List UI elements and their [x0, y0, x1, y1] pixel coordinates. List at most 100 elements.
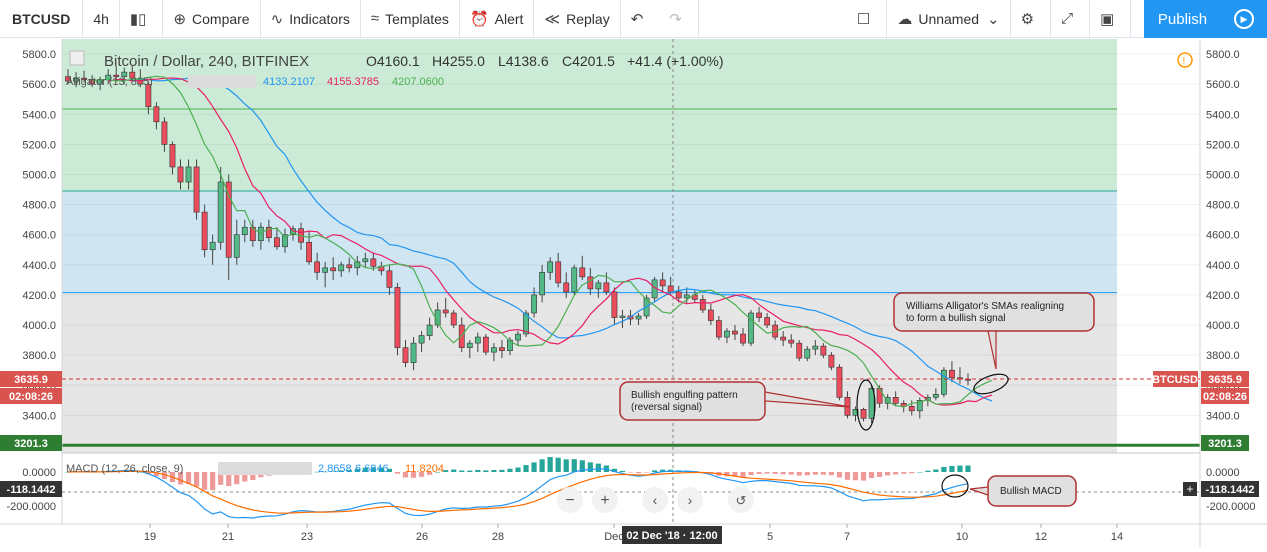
candle-body[interactable]	[113, 74, 120, 77]
candle-body[interactable]	[169, 144, 176, 168]
candle-body[interactable]	[756, 312, 762, 318]
candle-body[interactable]	[908, 406, 915, 412]
candle-body[interactable]	[426, 324, 433, 336]
candle-body[interactable]	[555, 261, 562, 284]
candle-body[interactable]	[386, 270, 393, 288]
macd-indicator-buttons[interactable]	[218, 462, 312, 475]
candle-body[interactable]	[748, 312, 754, 344]
candle-body[interactable]	[507, 339, 513, 351]
candle-body[interactable]	[531, 294, 537, 314]
candle-body[interactable]	[177, 166, 184, 183]
candle-body[interactable]	[780, 336, 787, 341]
candle-body[interactable]	[394, 287, 401, 348]
stream-button[interactable]: ▶	[1221, 0, 1267, 38]
candle-body[interactable]	[740, 333, 746, 344]
zoom-in-button[interactable]	[592, 487, 618, 513]
candle-body[interactable]	[860, 409, 867, 419]
candle-body[interactable]	[81, 77, 87, 80]
candle-body[interactable]	[812, 345, 819, 350]
candle-body[interactable]	[788, 339, 795, 344]
candle-body[interactable]	[362, 258, 369, 263]
candle-body[interactable]	[876, 387, 883, 404]
candle-body[interactable]	[65, 76, 71, 82]
candle-body[interactable]	[828, 354, 835, 368]
candle-body[interactable]	[595, 282, 602, 290]
candle-body[interactable]	[571, 267, 578, 293]
candle-body[interactable]	[402, 347, 409, 363]
candle-body[interactable]	[724, 330, 730, 338]
layout-menu[interactable]: ☁ Unnamed ⌄	[887, 0, 1011, 38]
candle-body[interactable]	[145, 83, 152, 108]
candle-body[interactable]	[707, 309, 714, 321]
candle-body[interactable]	[539, 272, 546, 296]
candle-body[interactable]	[587, 276, 594, 290]
candle-body[interactable]	[804, 348, 811, 359]
candle-body[interactable]	[338, 264, 345, 272]
candle-body[interactable]	[949, 369, 955, 379]
candle-body[interactable]	[241, 226, 248, 236]
candle-body[interactable]	[482, 336, 489, 353]
alert-warning-icon[interactable]	[1177, 52, 1193, 68]
price-chart-svg[interactable]: 3400.03600.03800.04000.04200.04400.04600…	[0, 39, 1267, 547]
candle-body[interactable]	[523, 312, 529, 335]
candle-body[interactable]	[892, 396, 899, 404]
candle-body[interactable]	[185, 166, 192, 183]
candle-body[interactable]	[282, 234, 288, 248]
add-indicator-plus[interactable]	[1183, 482, 1197, 496]
candle-body[interactable]	[667, 285, 674, 293]
scroll-left-button[interactable]	[642, 487, 668, 513]
candle-body[interactable]	[563, 282, 570, 293]
candle-body[interactable]	[442, 309, 449, 314]
annotation-alligator[interactable]: Williams Alligator's SMAs realigning to …	[893, 292, 1095, 398]
candle-body[interactable]	[603, 282, 610, 293]
snapshot-button[interactable]: ▣	[1090, 0, 1132, 38]
undo-button[interactable]: ↶	[621, 0, 660, 38]
candle-body[interactable]	[458, 324, 465, 348]
candle-body[interactable]	[884, 396, 891, 404]
chart-area[interactable]: 3400.03600.03800.04000.04200.04400.04600…	[0, 39, 1267, 547]
candle-body[interactable]	[225, 181, 232, 258]
chart-navigation[interactable]: − + ‹ › ↺	[557, 487, 754, 513]
scroll-right-button[interactable]	[677, 487, 703, 513]
alert-button[interactable]: ⏰ Alert	[460, 0, 535, 38]
candle-body[interactable]	[474, 336, 481, 344]
candle-body[interactable]	[233, 234, 240, 258]
candle-body[interactable]	[659, 279, 666, 287]
candle-body[interactable]	[249, 226, 256, 242]
candle-body[interactable]	[579, 267, 586, 278]
candle-body[interactable]	[699, 299, 706, 311]
chart-type-button[interactable]: ▮▯	[120, 0, 164, 38]
annotation-macd[interactable]: Bullish MACD	[941, 474, 1077, 507]
candle-body[interactable]	[932, 393, 939, 398]
candle-body[interactable]	[193, 166, 200, 213]
compare-button[interactable]: ⊕ Compare	[163, 0, 261, 38]
candle-body[interactable]	[619, 315, 626, 318]
collapse-legend-icon[interactable]	[69, 50, 85, 66]
candle-body[interactable]	[73, 77, 79, 82]
candle-body[interactable]	[836, 366, 843, 398]
candle-body[interactable]	[683, 294, 690, 299]
candle-body[interactable]	[515, 333, 521, 341]
interval-selector[interactable]: 4h	[83, 0, 120, 38]
candle-body[interactable]	[89, 79, 96, 85]
candle-body[interactable]	[466, 342, 473, 348]
indicator-buttons[interactable]	[188, 75, 256, 88]
candles[interactable]	[65, 66, 971, 423]
candle-body[interactable]	[611, 291, 618, 318]
candle-body[interactable]	[265, 226, 272, 239]
candle-body[interactable]	[370, 258, 377, 267]
annotation-engulfing[interactable]: Bullish engulfing pattern (reversal sign…	[619, 379, 876, 431]
indicators-button[interactable]: ∿ Indicators	[261, 0, 361, 38]
candle-body[interactable]	[306, 241, 312, 263]
candle-body[interactable]	[257, 226, 264, 242]
candle-body[interactable]	[490, 347, 497, 353]
candle-body[interactable]	[499, 347, 505, 351]
candle-body[interactable]	[274, 237, 280, 248]
candle-body[interactable]	[410, 342, 417, 363]
reset-chart-button[interactable]	[728, 487, 754, 513]
candle-body[interactable]	[322, 267, 329, 273]
candle-body[interactable]	[201, 211, 208, 251]
candle-body[interactable]	[635, 315, 642, 320]
candle-body[interactable]	[820, 345, 827, 356]
candle-body[interactable]	[217, 181, 224, 243]
